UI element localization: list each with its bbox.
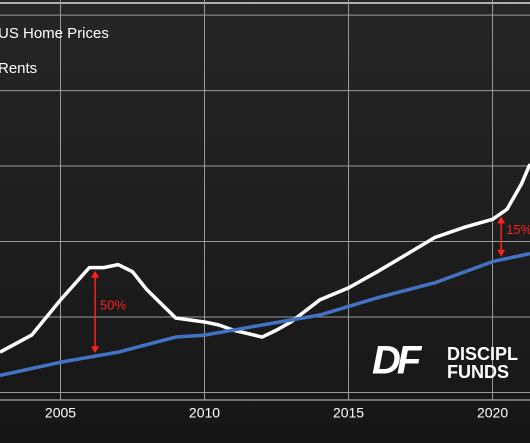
series-line (0, 251, 530, 378)
logo-text: DISCIPL (447, 344, 518, 364)
arrow-head (91, 346, 100, 354)
legend: US Home Prices Rents (0, 25, 109, 77)
annotation-label: 15% (506, 222, 530, 237)
x-tick-label: 2005 (45, 405, 76, 421)
series-line (0, 163, 530, 354)
arrow-head (91, 270, 100, 278)
logo-mark: DF (372, 339, 423, 383)
x-tick-label: 2015 (333, 405, 364, 421)
arrow-head (497, 216, 506, 224)
grid (0, 0, 530, 400)
plot (0, 163, 530, 378)
x-tick-label: 2010 (189, 405, 220, 421)
legend-label: Rents (0, 60, 37, 77)
logo-text: FUNDS (447, 362, 509, 382)
annotation-label: 50% (100, 297, 126, 312)
arrow-head (497, 249, 506, 257)
x-tick-label: 2020 (477, 405, 508, 421)
legend-label: US Home Prices (0, 25, 109, 42)
